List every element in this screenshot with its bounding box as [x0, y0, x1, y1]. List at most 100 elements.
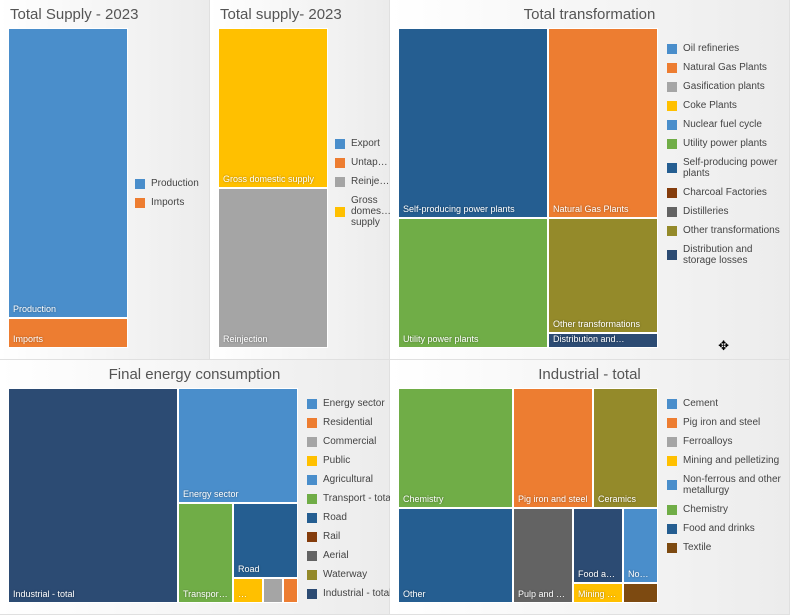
- legend-item[interactable]: Waterway: [307, 569, 393, 580]
- treemap-block[interactable]: Utility power plants: [398, 218, 548, 348]
- legend-item[interactable]: Distribution and storage losses: [667, 244, 788, 266]
- treemap-block[interactable]: [283, 578, 298, 603]
- block-label: Non-ferrous and other metal…: [628, 569, 653, 579]
- treemap-block[interactable]: Self-producing power plants: [398, 28, 548, 218]
- treemap-block[interactable]: Reinjection: [218, 188, 328, 348]
- legend-label: Food and drinks: [683, 523, 755, 534]
- treemap-block[interactable]: Mining an…: [573, 583, 623, 603]
- legend-label: Transport - total: [323, 493, 393, 504]
- legend-swatch: [667, 188, 677, 198]
- legend-item[interactable]: Reinje…: [335, 176, 391, 187]
- treemap-block[interactable]: Pig iron and steel: [513, 388, 593, 508]
- legend-item[interactable]: Industrial - total: [307, 588, 393, 599]
- legend-item[interactable]: Production: [135, 178, 199, 189]
- legend-label: Rail: [323, 531, 340, 542]
- treemap-block[interactable]: Ceramics: [593, 388, 658, 508]
- legend-item[interactable]: Nuclear fuel cycle: [667, 119, 788, 130]
- legend-item[interactable]: Coke Plants: [667, 100, 788, 111]
- legend-item[interactable]: Transport - total: [307, 493, 393, 504]
- treemap-block[interactable]: Other: [398, 508, 513, 603]
- legend-swatch: [307, 437, 317, 447]
- legend-label: Production: [151, 178, 199, 189]
- treemap-block[interactable]: [623, 583, 658, 603]
- block-label: Energy sector: [183, 489, 293, 499]
- legend-label: Gross domes… supply: [351, 195, 391, 228]
- treemap-block[interactable]: Chemistry: [398, 388, 513, 508]
- move-cursor-icon: ✥: [718, 338, 729, 354]
- treemap-block[interactable]: [263, 578, 283, 603]
- legend-item[interactable]: Export: [335, 138, 391, 149]
- legend-item[interactable]: Self-producing power plants: [667, 157, 788, 179]
- legend-item[interactable]: Mining and pelletizing: [667, 455, 788, 466]
- legend-label: Energy sector: [323, 398, 385, 409]
- treemap-block[interactable]: Other transformations: [548, 218, 658, 333]
- treemap-block[interactable]: Production: [8, 28, 128, 318]
- treemap-chart[interactable]: Gross domestic supply Reinjection: [218, 28, 328, 348]
- legend-label: Commercial: [323, 436, 376, 447]
- legend-item[interactable]: Gross domes… supply: [335, 195, 391, 228]
- legend-item[interactable]: Pig iron and steel: [667, 417, 788, 428]
- treemap-block[interactable]: Natural Gas Plants: [548, 28, 658, 218]
- legend-swatch: [307, 399, 317, 409]
- treemap-block[interactable]: Pulp and paper: [513, 508, 573, 603]
- block-label: Food and drinks: [578, 569, 618, 579]
- legend-item[interactable]: Imports: [135, 197, 199, 208]
- legend-swatch: [667, 63, 677, 73]
- legend-item[interactable]: Untap…: [335, 157, 391, 168]
- legend-label: Cement: [683, 398, 718, 409]
- legend-item[interactable]: Cement: [667, 398, 788, 409]
- block-label: Transport - total: [183, 589, 228, 599]
- legend-item[interactable]: Other transformations: [667, 225, 788, 236]
- treemap-block[interactable]: Energy sector: [178, 388, 298, 503]
- legend-label: Distilleries: [683, 206, 729, 217]
- legend-item[interactable]: Non-ferrous and other metallurgy: [667, 474, 788, 496]
- treemap-block[interactable]: Imports: [8, 318, 128, 348]
- legend-label: Oil refineries: [683, 43, 739, 54]
- legend-label: Public: [323, 455, 350, 466]
- legend-item[interactable]: Utility power plants: [667, 138, 788, 149]
- block-label: Gross domestic supply: [223, 174, 323, 184]
- legend-item[interactable]: Agricultural: [307, 474, 393, 485]
- treemap-block[interactable]: Food and drinks: [573, 508, 623, 583]
- block-label: Pulp and paper: [518, 589, 568, 599]
- legend-swatch: [667, 139, 677, 149]
- treemap-chart[interactable]: Industrial - total Energy sector Transport…: [8, 388, 298, 603]
- legend: Export Untap… Reinje… Gross domes… supply: [335, 138, 391, 236]
- block-label: Other: [403, 589, 508, 599]
- treemap-chart[interactable]: Self-producing power plantsNatural Gas P…: [398, 28, 658, 348]
- legend-item[interactable]: Public: [307, 455, 393, 466]
- treemap-block[interactable]: Industrial - total: [8, 388, 178, 603]
- legend-swatch: [667, 120, 677, 130]
- treemap-chart[interactable]: ProductionImports: [8, 28, 128, 348]
- block-label: Utility power plants: [403, 334, 543, 344]
- treemap-block[interactable]: Distribution and…: [548, 333, 658, 348]
- legend-item[interactable]: Chemistry: [667, 504, 788, 515]
- legend-item[interactable]: Rail: [307, 531, 393, 542]
- legend-item[interactable]: Ferroalloys: [667, 436, 788, 447]
- legend-item[interactable]: Energy sector: [307, 398, 393, 409]
- legend-swatch: [667, 82, 677, 92]
- treemap-block[interactable]: Gross domestic supply: [218, 28, 328, 188]
- treemap-block[interactable]: Transport - total: [178, 503, 233, 603]
- legend-item[interactable]: Commercial: [307, 436, 393, 447]
- treemap-chart[interactable]: ChemistryPig iron and steelCeramics Other…: [398, 388, 658, 603]
- legend-item[interactable]: Gasification plants: [667, 81, 788, 92]
- legend-item[interactable]: Aerial: [307, 550, 393, 561]
- legend-label: Aerial: [323, 550, 349, 561]
- dashboard-grid: Total Supply - 2023 ProductionImports Pr…: [0, 0, 790, 615]
- block-label: Other transformations: [553, 319, 653, 329]
- legend-item[interactable]: Oil refineries: [667, 43, 788, 54]
- legend-label: Untap…: [351, 157, 388, 168]
- legend-swatch: [667, 101, 677, 111]
- legend-item[interactable]: Residential: [307, 417, 393, 428]
- treemap-block[interactable]: Non-ferrous and other metal…: [623, 508, 658, 583]
- legend-item[interactable]: Distilleries: [667, 206, 788, 217]
- treemap-block[interactable]: Road: [233, 503, 298, 578]
- legend-item[interactable]: Charcoal Factories: [667, 187, 788, 198]
- legend-item[interactable]: Food and drinks: [667, 523, 788, 534]
- legend-swatch: [667, 163, 677, 173]
- legend-item[interactable]: Natural Gas Plants: [667, 62, 788, 73]
- legend-item[interactable]: Road: [307, 512, 393, 523]
- legend-item[interactable]: Textile: [667, 542, 788, 553]
- treemap-block[interactable]: …: [233, 578, 263, 603]
